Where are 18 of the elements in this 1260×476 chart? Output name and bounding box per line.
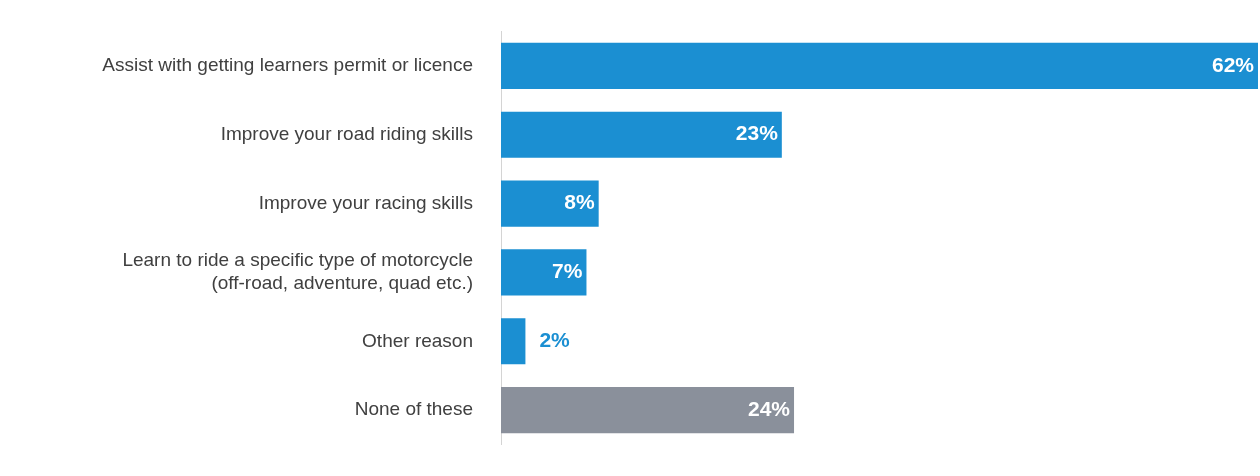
data-label: 23% xyxy=(735,121,779,145)
data-label: 2% xyxy=(539,328,571,352)
y-tick-label: Other reason xyxy=(362,329,473,351)
bar xyxy=(501,111,782,158)
y-tick-label: Improve your racing skills xyxy=(258,191,473,213)
bar xyxy=(501,318,526,365)
bar xyxy=(501,249,587,296)
bar xyxy=(501,180,599,227)
y-tick-label: None of these xyxy=(354,398,473,420)
bar xyxy=(501,42,1258,89)
data-label: 24% xyxy=(748,396,791,420)
y-tick-label: Assist with getting learners permit or licence xyxy=(102,54,473,76)
data-label: 7% xyxy=(552,259,583,283)
data-label: 62% xyxy=(1211,52,1255,76)
y-tick-label: Improve your road riding skills xyxy=(220,122,473,144)
data-label: 8% xyxy=(564,190,595,214)
bar xyxy=(501,387,795,434)
y-tick-label: Learn to ride a specific type of motorcycle (off-road, adventure, quad etc.) xyxy=(122,249,473,294)
